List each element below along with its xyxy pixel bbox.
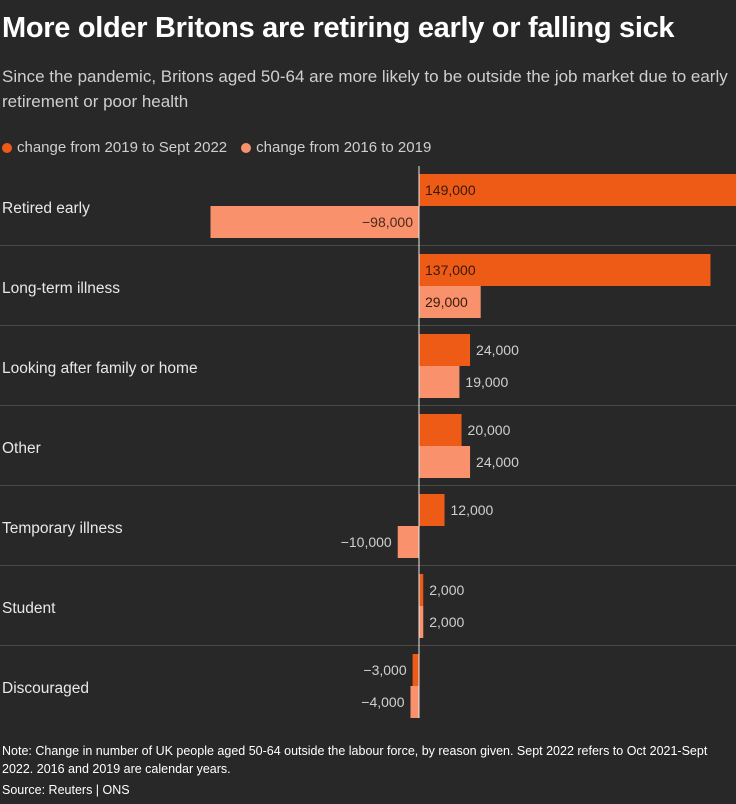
data-label-series-1: 149,000 (425, 182, 476, 198)
data-label-series-1: 24,000 (476, 342, 519, 358)
bar-series-2 (419, 366, 460, 398)
chart-source: Source: Reuters | ONS (2, 783, 130, 797)
bar-series-2 (419, 606, 424, 638)
legend-label-series-2: change from 2016 to 2019 (256, 139, 432, 156)
legend-item-series-1: change from 2019 to Sept 2022 (2, 139, 227, 156)
data-label-series-2: 29,000 (425, 294, 468, 310)
category-label: Looking after family or home (2, 360, 198, 377)
bar-series-1 (412, 654, 419, 686)
legend-swatch-series-2 (241, 142, 252, 153)
data-label-series-2: −10,000 (341, 534, 392, 550)
data-label-series-2: 24,000 (476, 454, 519, 470)
data-label-series-1: 137,000 (425, 262, 476, 278)
legend-label-series-1: change from 2019 to Sept 2022 (17, 139, 228, 156)
bar-chart: Retired early 149,000 −98,000 Long-term ill… (0, 166, 736, 718)
data-label-series-1: 20,000 (468, 422, 511, 438)
chart-subtitle: Since the pandemic, Britons aged 50-64 a… (2, 67, 728, 111)
category-label: Other (2, 440, 41, 457)
legend-item-series-2: change from 2016 to 2019 (241, 139, 431, 156)
bar-series-1 (419, 494, 445, 526)
bar-series-1 (419, 174, 736, 206)
category-label: Temporary illness (2, 520, 123, 537)
data-label-series-2: −98,000 (362, 214, 413, 230)
chart-title: More older Britons are retiring early or… (2, 12, 675, 44)
category-label: Long-term illness (2, 280, 120, 297)
category-label: Student (2, 600, 56, 617)
data-label-series-1: −3,000 (363, 662, 406, 678)
bar-series-2 (419, 286, 481, 318)
data-label-series-2: −4,000 (361, 694, 404, 710)
legend-swatch-series-1 (2, 142, 12, 153)
chart-legend: change from 2019 to Sept 2022 change fro… (2, 139, 431, 156)
bar-series-2 (210, 206, 419, 238)
chart-note: Note: Change in number of UK people aged… (2, 744, 708, 776)
bar-series-1 (419, 574, 424, 606)
bar-series-1 (419, 334, 471, 366)
bar-series-2 (410, 686, 419, 718)
bar-series-2 (419, 446, 471, 478)
category-label: Discouraged (2, 680, 89, 697)
bar-series-1 (419, 254, 711, 286)
bar-series-1 (419, 414, 462, 446)
data-label-series-2: 19,000 (465, 374, 508, 390)
data-label-series-1: 12,000 (451, 502, 494, 518)
data-label-series-2: 2,000 (429, 614, 464, 630)
bar-series-2 (397, 526, 419, 558)
category-label: Retired early (2, 200, 90, 217)
data-label-series-1: 2,000 (429, 582, 464, 598)
